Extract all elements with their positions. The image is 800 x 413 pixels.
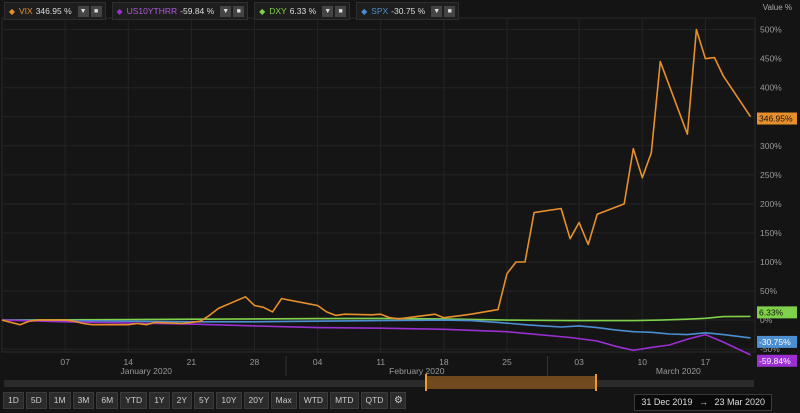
x-tick-label: 28 (250, 357, 260, 367)
last-value-tag (757, 354, 797, 367)
last-value-label: -30.75% (759, 337, 791, 347)
last-value-label: 346.95% (759, 114, 793, 124)
x-tick-label: 10 (638, 357, 648, 367)
legend-value: 346.95 % (35, 6, 72, 16)
series-line-us10ythrr (1, 319, 751, 356)
series-dot-icon: ◆ (8, 6, 16, 16)
period-button-qtd[interactable]: QTD (360, 392, 389, 409)
dropdown-arrow-icon[interactable]: ▼ (220, 5, 232, 17)
period-button-5y[interactable]: 5Y (194, 392, 215, 409)
x-tick-label: 04 (313, 357, 323, 367)
legend: ◆ VIX 346.95 % ▼ ■ ◆ US10YTHRR -59.84 % … (4, 2, 460, 20)
period-button-10y[interactable]: 10Y (216, 392, 242, 409)
trash-icon[interactable]: ■ (90, 5, 102, 17)
last-value-label: -59.84% (759, 356, 791, 366)
legend-ticker: VIX (19, 6, 33, 16)
navigator-track[interactable] (4, 380, 754, 387)
x-month-label: January 2020 (121, 366, 173, 376)
y-tick-label: 150% (760, 228, 782, 238)
x-month-label: March 2020 (656, 366, 701, 376)
navigator-window[interactable] (426, 376, 596, 389)
trash-icon[interactable]: ■ (233, 5, 245, 17)
legend-chip-spx[interactable]: ◆ SPX -30.75 % ▼ ■ (356, 2, 460, 20)
x-tick-label: 07 (60, 357, 70, 367)
legend-ticker: US10YTHRR (126, 6, 178, 16)
x-month-label: February 2020 (389, 366, 445, 376)
y-tick-label: 200% (760, 199, 782, 209)
y-tick-label: 450% (760, 54, 782, 64)
dropdown-arrow-icon[interactable]: ▼ (322, 5, 334, 17)
dropdown-arrow-icon[interactable]: ▼ (431, 5, 443, 17)
y-tick-label: 0% (760, 315, 773, 325)
legend-value: -30.75 % (391, 6, 426, 16)
period-button-1d[interactable]: 1D (3, 392, 24, 409)
trash-icon[interactable]: ■ (335, 5, 347, 17)
x-tick-label: 17 (701, 357, 711, 367)
y-axis-title: Value % (762, 3, 792, 12)
date-range-picker[interactable]: 31 Dec 2019 → 23 Mar 2020 (634, 394, 772, 411)
last-value-tag (757, 112, 797, 125)
gear-icon[interactable]: ⚙ (390, 392, 407, 409)
period-button-wtd[interactable]: WTD (298, 392, 329, 409)
last-value-tag (757, 306, 797, 319)
legend-chip-dxy[interactable]: ◆ DXY 6.33 % ▼ ■ (254, 2, 351, 20)
x-tick-label: 14 (124, 357, 134, 367)
period-button-max[interactable]: Max (270, 392, 297, 409)
y-tick-label: 50% (760, 286, 777, 296)
period-button-3m[interactable]: 3M (72, 392, 95, 409)
y-tick-label: 250% (760, 170, 782, 180)
y-tick-label: 300% (760, 141, 782, 151)
legend-value: -59.84 % (180, 6, 215, 16)
series-dot-icon: ◆ (259, 6, 266, 16)
x-tick-label: 21 (187, 357, 197, 367)
legend-ticker: SPX (371, 6, 389, 16)
series-line-dxy (1, 315, 751, 322)
x-tick-label: 18 (439, 357, 449, 367)
y-tick-label: -50% (760, 344, 780, 354)
x-tick-label: 25 (502, 357, 512, 367)
legend-chip-vix[interactable]: ◆ VIX 346.95 % ▼ ■ (4, 2, 106, 20)
arrow-right-icon: → (698, 397, 708, 407)
legend-ticker: DXY (269, 6, 287, 16)
period-button-mtd[interactable]: MTD (330, 392, 359, 409)
period-button-20y[interactable]: 20Y (243, 392, 269, 409)
legend-value: 6.33 % (289, 6, 317, 16)
x-tick-label: 03 (574, 357, 584, 367)
last-value-label: 6.33% (759, 307, 784, 317)
period-toolbar: 1D 5D 1M 3M 6M YTD 1Y 2Y 5Y 10Y 20Y Max WTD MTD QTD ⚙ (0, 392, 407, 411)
y-tick-label: 100% (760, 257, 782, 267)
series-dot-icon: ◆ (116, 6, 123, 16)
period-button-5d[interactable]: 5D (25, 392, 47, 409)
plot-area (1, 17, 756, 353)
period-button-1m[interactable]: 1M (48, 392, 71, 409)
trash-icon[interactable]: ■ (444, 5, 456, 17)
last-value-tag (757, 335, 797, 348)
x-tick-label: 11 (376, 357, 385, 367)
date-range-end: 23 Mar 2020 (714, 397, 765, 407)
series-line-spx (1, 319, 751, 339)
period-button-6m[interactable]: 6M (96, 392, 119, 409)
series-dot-icon: ◆ (361, 6, 368, 16)
series-line-vix (1, 28, 752, 326)
period-button-ytd[interactable]: YTD (120, 392, 148, 409)
date-range-start: 31 Dec 2019 (641, 397, 693, 407)
period-button-1y[interactable]: 1Y (149, 392, 170, 409)
dropdown-arrow-icon[interactable]: ▼ (77, 5, 89, 17)
y-tick-label: 500% (760, 25, 782, 35)
period-button-2y[interactable]: 2Y (171, 392, 192, 409)
y-tick-label: 400% (760, 83, 782, 93)
legend-chip-us10ythrr[interactable]: ◆ US10YTHRR -59.84 % ▼ ■ (111, 2, 249, 20)
